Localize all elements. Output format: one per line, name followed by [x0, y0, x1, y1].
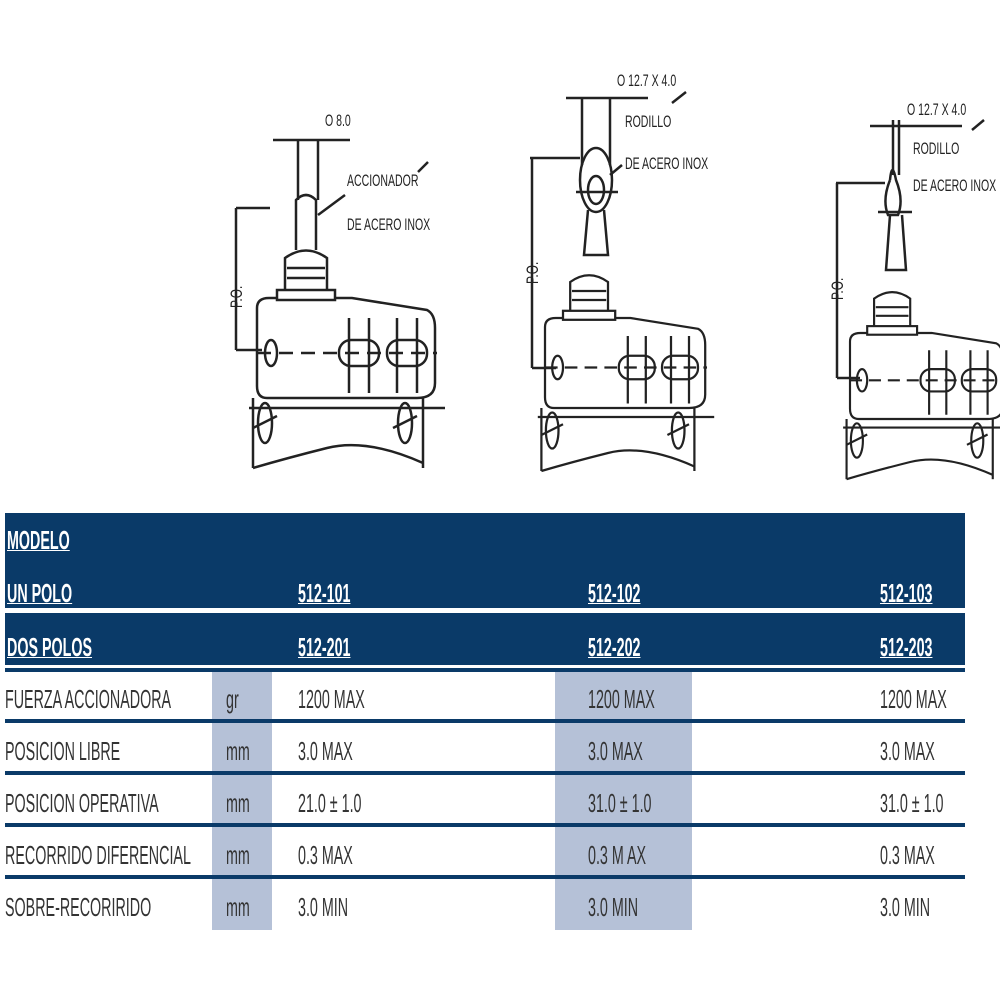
row-unit: gr: [226, 684, 239, 714]
row-unit: mm: [226, 736, 250, 766]
model-code: 512-201: [298, 632, 351, 662]
note-label: RODILLO: [625, 112, 672, 131]
po-label: P.O.: [523, 261, 542, 284]
model-code: 512-102: [588, 578, 641, 608]
row-value: 31.0 ± 1.0: [588, 788, 652, 818]
row-value: 0.3 MAX: [880, 840, 935, 870]
switch-drawings: [234, 91, 1000, 481]
dimension-label: O 8.0: [325, 111, 351, 130]
row-label: POSICION OPERATIVA: [5, 788, 159, 818]
row-value: 3.0 MAX: [298, 736, 353, 766]
switch-drawing-2: [530, 91, 716, 473]
row-value: 3.0 MIN: [298, 892, 349, 922]
row-label: SOBRE-RECORIRIDO: [5, 892, 152, 922]
note-label: DE ACERO INOX: [913, 176, 997, 195]
switch-drawing-3: [835, 119, 1000, 481]
note-label: DE ACERO INOX: [347, 215, 431, 234]
header-band-dos-polos: [5, 613, 965, 665]
note-label: DE ACERO INOX: [625, 154, 709, 173]
row-value: 21.0 ± 1.0: [298, 788, 362, 818]
note-label: RODILLO: [913, 139, 960, 158]
dimension-label: O 12.7 X 4.0: [907, 100, 967, 119]
header-band-un-polo: [5, 513, 965, 608]
row-value: 31.0 ± 1.0: [880, 788, 944, 818]
modelo-header: MODELO: [7, 525, 70, 555]
row-label: FUERZA ACCIONADORA: [5, 684, 172, 714]
un-polo-header: UN POLO: [7, 578, 73, 608]
row-unit: mm: [226, 840, 250, 870]
model-code: 512-203: [880, 632, 933, 662]
model-code: 512-101: [298, 578, 351, 608]
row-value: 0.3 MAX: [298, 840, 353, 870]
row-label: POSICION LIBRE: [5, 736, 121, 766]
row-value: 3.0 MAX: [880, 736, 935, 766]
row-value: 3.0 MIN: [588, 892, 639, 922]
dimension-label: O 12.7 X 4.0: [617, 71, 677, 90]
model-code: 512-202: [588, 632, 641, 662]
row-value: 1200 MAX: [588, 684, 655, 714]
row-label: RECORRIDO DIFERENCIAL: [5, 840, 191, 870]
row-unit: mm: [226, 788, 250, 818]
po-label: P.O.: [227, 285, 246, 308]
model-code: 512-103: [880, 578, 933, 608]
row-value: 0.3 M AX: [588, 840, 647, 870]
row-value: 1200 MAX: [298, 684, 365, 714]
switch-drawing-1: [234, 138, 447, 470]
row-value: 3.0 MAX: [588, 736, 643, 766]
row-unit: mm: [226, 892, 250, 922]
row-value: 3.0 MIN: [880, 892, 931, 922]
row-value: 1200 MAX: [880, 684, 947, 714]
unit-column-shade: [212, 672, 272, 930]
po-label: P.O.: [828, 277, 847, 300]
model-2-column-shade: [555, 672, 692, 930]
dos-polos-header: DOS POLOS: [7, 632, 93, 662]
note-label: ACCIONADOR: [347, 171, 419, 190]
